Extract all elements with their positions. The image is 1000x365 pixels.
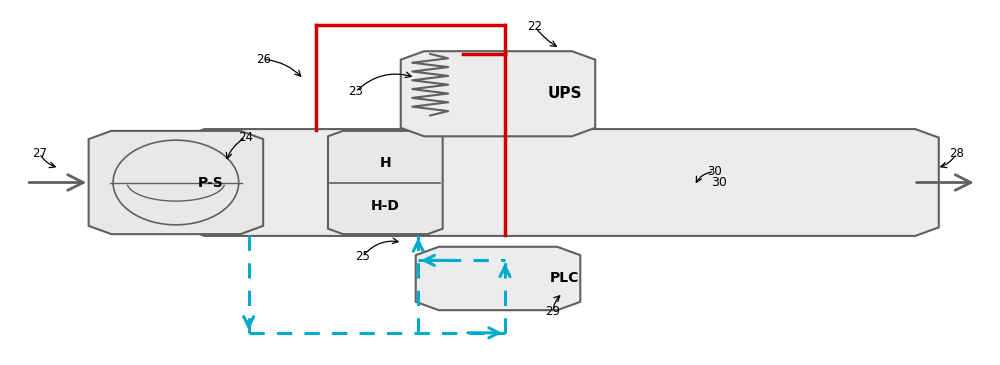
Polygon shape (181, 129, 939, 236)
Text: P-S: P-S (198, 176, 224, 189)
Text: 22: 22 (527, 20, 542, 33)
Text: PLC: PLC (550, 272, 580, 285)
Text: H: H (380, 155, 391, 170)
Text: 29: 29 (545, 304, 560, 318)
Polygon shape (401, 51, 595, 136)
Polygon shape (89, 131, 263, 234)
Text: 30: 30 (711, 176, 727, 189)
Text: 30: 30 (707, 165, 722, 178)
Text: 24: 24 (238, 131, 253, 144)
Text: H-D: H-D (371, 199, 400, 213)
Polygon shape (328, 131, 443, 234)
Text: 27: 27 (32, 147, 47, 160)
Text: 23: 23 (348, 85, 363, 99)
Text: 28: 28 (949, 147, 964, 160)
Text: 26: 26 (256, 53, 271, 66)
Text: 25: 25 (355, 250, 370, 263)
Polygon shape (416, 247, 580, 310)
Text: UPS: UPS (548, 86, 582, 101)
Ellipse shape (113, 140, 239, 225)
